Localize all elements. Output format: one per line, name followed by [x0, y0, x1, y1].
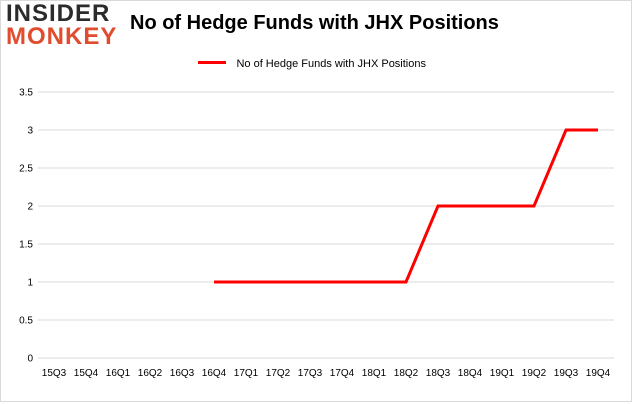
x-tick-label: 17Q3 — [298, 368, 323, 379]
x-tick-label: 16Q1 — [106, 368, 131, 379]
legend: No of Hedge Funds with JHX Positions — [198, 55, 426, 70]
x-tick-label: 16Q4 — [202, 368, 227, 379]
y-tick-label: 0 — [27, 354, 33, 365]
x-tick-label: 19Q4 — [586, 368, 611, 379]
x-tick-label: 15Q4 — [74, 368, 99, 379]
x-tick-label: 15Q3 — [42, 368, 67, 379]
x-tick-label: 18Q3 — [426, 368, 451, 379]
x-tick-label: 19Q2 — [522, 368, 547, 379]
legend-swatch — [198, 61, 226, 65]
x-tick-label: 17Q4 — [330, 368, 355, 379]
chart-title: No of Hedge Funds with JHX Positions — [130, 12, 499, 34]
x-tick-label: 18Q4 — [458, 368, 483, 379]
y-tick-label: 3 — [27, 126, 33, 137]
x-tick-label: 17Q1 — [234, 368, 259, 379]
logo-text-top: INSIDER — [6, 0, 111, 27]
y-tick-label: 2 — [27, 202, 33, 213]
y-tick-label: 0.5 — [19, 316, 33, 327]
legend-label: No of Hedge Funds with JHX Positions — [236, 57, 426, 70]
x-tick-label: 18Q1 — [362, 368, 387, 379]
x-tick-label: 16Q2 — [138, 368, 163, 379]
x-tick-label: 16Q3 — [170, 368, 195, 379]
y-tick-label: 3.5 — [19, 88, 33, 99]
y-tick-label: 2.5 — [19, 164, 33, 175]
y-tick-label: 1 — [27, 278, 33, 289]
insider-monkey-logo: INSIDER MONKEY — [6, 2, 116, 52]
series-line — [214, 128, 598, 284]
x-tick-label: 18Q2 — [394, 368, 419, 379]
y-tick-label: 1.5 — [19, 240, 33, 251]
x-tick-label: 19Q1 — [490, 368, 515, 379]
x-tick-label: 19Q3 — [554, 368, 579, 379]
x-tick-label: 17Q2 — [266, 368, 291, 379]
logo-text-bottom: MONKEY — [6, 23, 118, 50]
